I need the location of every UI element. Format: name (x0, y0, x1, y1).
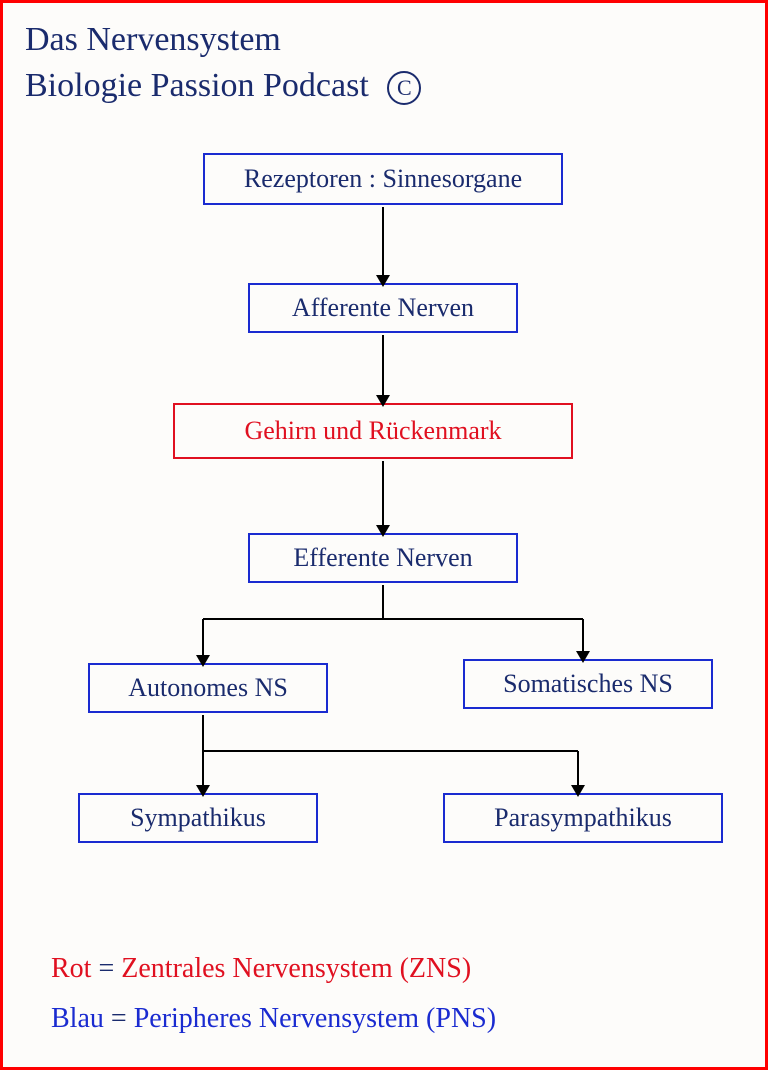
subtitle-text: Biologie Passion Podcast (25, 67, 369, 104)
legend-blue: Blau = Peripheres Nervensystem (PNS) (51, 1003, 496, 1035)
copyright-icon: C (387, 71, 421, 105)
legend-blue-label: Blau (51, 1003, 104, 1034)
arrow-head-icon (576, 651, 590, 663)
legend-eq: = (111, 1003, 127, 1034)
arrow-segment (577, 751, 579, 789)
legend-red-text: Zentrales Nervensystem (ZNS) (121, 953, 471, 984)
legend-eq: = (98, 953, 114, 984)
arrow-segment (382, 461, 384, 529)
arrow-segment (382, 207, 384, 279)
arrow-segment (203, 750, 578, 752)
title-line-1: Das Nervensystem (25, 17, 421, 63)
arrow-head-icon (376, 395, 390, 407)
arrow-segment (382, 335, 384, 399)
node-efferente: Efferente Nerven (248, 533, 518, 583)
arrow-segment (202, 715, 204, 751)
legend-blue-text: Peripheres Nervensystem (PNS) (134, 1003, 496, 1034)
node-afferente: Afferente Nerven (248, 283, 518, 333)
node-rezeptoren: Rezeptoren : Sinnesorgane (203, 153, 563, 205)
legend-red: Rot = Zentrales Nervensystem (ZNS) (51, 953, 471, 985)
legend-red-label: Rot (51, 953, 91, 984)
arrow-head-icon (376, 275, 390, 287)
arrow-head-icon (571, 785, 585, 797)
node-autonomes: Autonomes NS (88, 663, 328, 713)
arrow-head-icon (196, 655, 210, 667)
node-somatisches: Somatisches NS (463, 659, 713, 709)
arrow-segment (203, 618, 583, 620)
title-block: Das Nervensystem Biologie Passion Podcas… (25, 17, 421, 109)
arrow-segment (582, 619, 584, 655)
node-sympathikus: Sympathikus (78, 793, 318, 843)
arrow-head-icon (196, 785, 210, 797)
title-line-2: Biologie Passion Podcast C (25, 63, 421, 109)
arrow-segment (202, 619, 204, 659)
arrow-segment (382, 585, 384, 619)
arrow-segment (202, 751, 204, 789)
node-gehirn: Gehirn und Rückenmark (173, 403, 573, 459)
node-parasymp: Parasympathikus (443, 793, 723, 843)
arrow-head-icon (376, 525, 390, 537)
